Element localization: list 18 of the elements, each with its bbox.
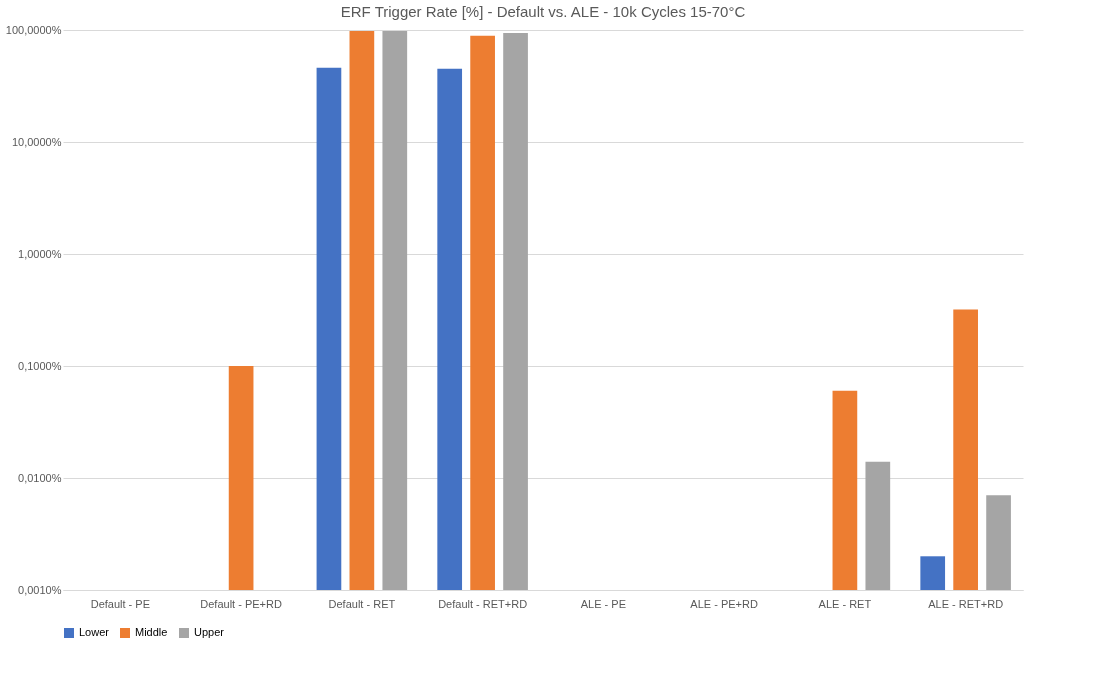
x-tick-label: Default - RET (328, 597, 396, 610)
x-tick-label: ALE - PE+RD (690, 597, 758, 610)
chart-title: ERF Trigger Rate [%] - Default vs. ALE - 10k Cycles 15-70°C (340, 3, 746, 20)
legend-label: Middle (135, 626, 168, 638)
x-tick-label: ALE - RET+RD (928, 597, 1004, 610)
y-tick-label: 0,0100% (18, 471, 62, 484)
y-tick-label: 0,0010% (18, 583, 62, 596)
legend-label: Lower (79, 626, 110, 638)
legend-label: Upper (194, 626, 225, 638)
y-tick-label: 10,0000% (11, 135, 62, 148)
y-tick-label: 1,0000% (18, 247, 62, 260)
x-tick-label: Default - RET+RD (438, 597, 528, 610)
x-tick-label: Default - PE (90, 597, 151, 610)
y-tick-label: 0,1000% (18, 359, 62, 372)
x-tick-label: Default - PE+RD (200, 597, 282, 610)
x-tick-label: ALE - RET (818, 597, 872, 610)
x-tick-label: ALE - PE (580, 597, 626, 610)
y-tick-label: 100,0000% (5, 23, 62, 36)
